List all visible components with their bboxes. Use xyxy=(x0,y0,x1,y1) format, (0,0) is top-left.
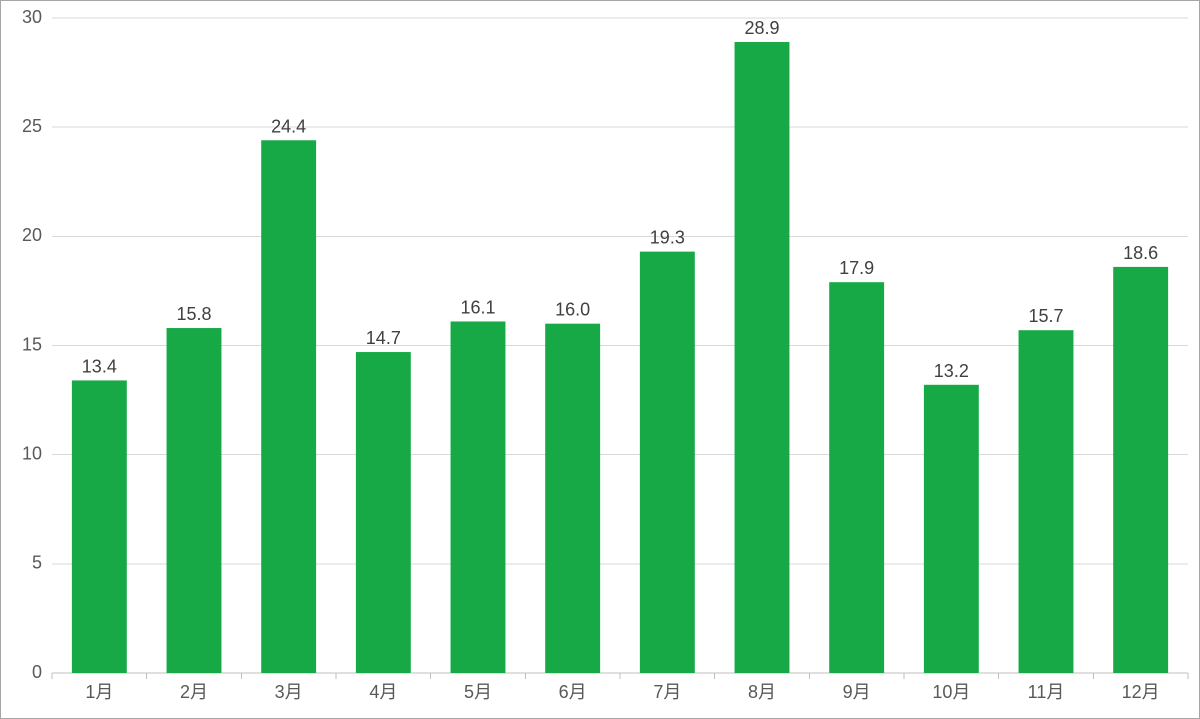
bar xyxy=(72,380,127,673)
x-tick-label: 7月 xyxy=(653,682,681,702)
x-tick-label: 12月 xyxy=(1122,682,1160,702)
x-tick-label: 8月 xyxy=(748,682,776,702)
bar xyxy=(261,140,316,673)
bar xyxy=(829,282,884,673)
chart-container: 0 5 10 15 20 25 30 13.4 1月 15.8 2月 24.4 3月 14.7 4月 16.1… xyxy=(0,0,1200,719)
y-tick-label: 20 xyxy=(22,225,42,245)
data-label: 13.2 xyxy=(934,361,969,381)
bar xyxy=(735,42,790,673)
data-label: 15.8 xyxy=(176,304,211,324)
x-tick-label: 10月 xyxy=(932,682,970,702)
bar-chart: 0 5 10 15 20 25 30 13.4 1月 15.8 2月 24.4 3月 14.7 4月 16.1… xyxy=(0,0,1200,719)
bar xyxy=(356,352,411,673)
y-tick-label: 25 xyxy=(22,116,42,136)
data-label: 28.9 xyxy=(744,18,779,38)
y-tick-label: 30 xyxy=(22,7,42,27)
data-label: 16.1 xyxy=(460,297,495,317)
data-label: 24.4 xyxy=(271,116,306,136)
y-tick-label: 15 xyxy=(22,334,42,354)
x-tick-label: 9月 xyxy=(843,682,871,702)
x-tick-label: 2月 xyxy=(180,682,208,702)
data-label: 13.4 xyxy=(82,356,117,376)
data-label: 19.3 xyxy=(650,228,685,248)
data-label: 16.0 xyxy=(555,300,590,320)
bar xyxy=(1019,330,1074,673)
x-tick-label: 11月 xyxy=(1028,682,1065,702)
bar xyxy=(451,321,506,673)
x-tick-label: 3月 xyxy=(275,682,303,702)
x-tick-label: 1月 xyxy=(85,682,113,702)
y-tick-label: 5 xyxy=(32,553,42,573)
y-tick-label: 0 xyxy=(32,662,42,682)
x-tick-label: 4月 xyxy=(369,682,397,702)
x-tick-label: 5月 xyxy=(464,682,492,702)
bar xyxy=(924,385,979,673)
bar xyxy=(1113,267,1168,673)
y-tick-label: 10 xyxy=(22,443,42,463)
data-label: 17.9 xyxy=(839,258,874,278)
x-tick-label: 6月 xyxy=(559,682,587,702)
bar xyxy=(167,328,222,673)
data-label: 15.7 xyxy=(1028,306,1063,326)
bar xyxy=(640,252,695,673)
data-label: 18.6 xyxy=(1123,243,1158,263)
data-label: 14.7 xyxy=(366,328,401,348)
bar xyxy=(545,324,600,673)
